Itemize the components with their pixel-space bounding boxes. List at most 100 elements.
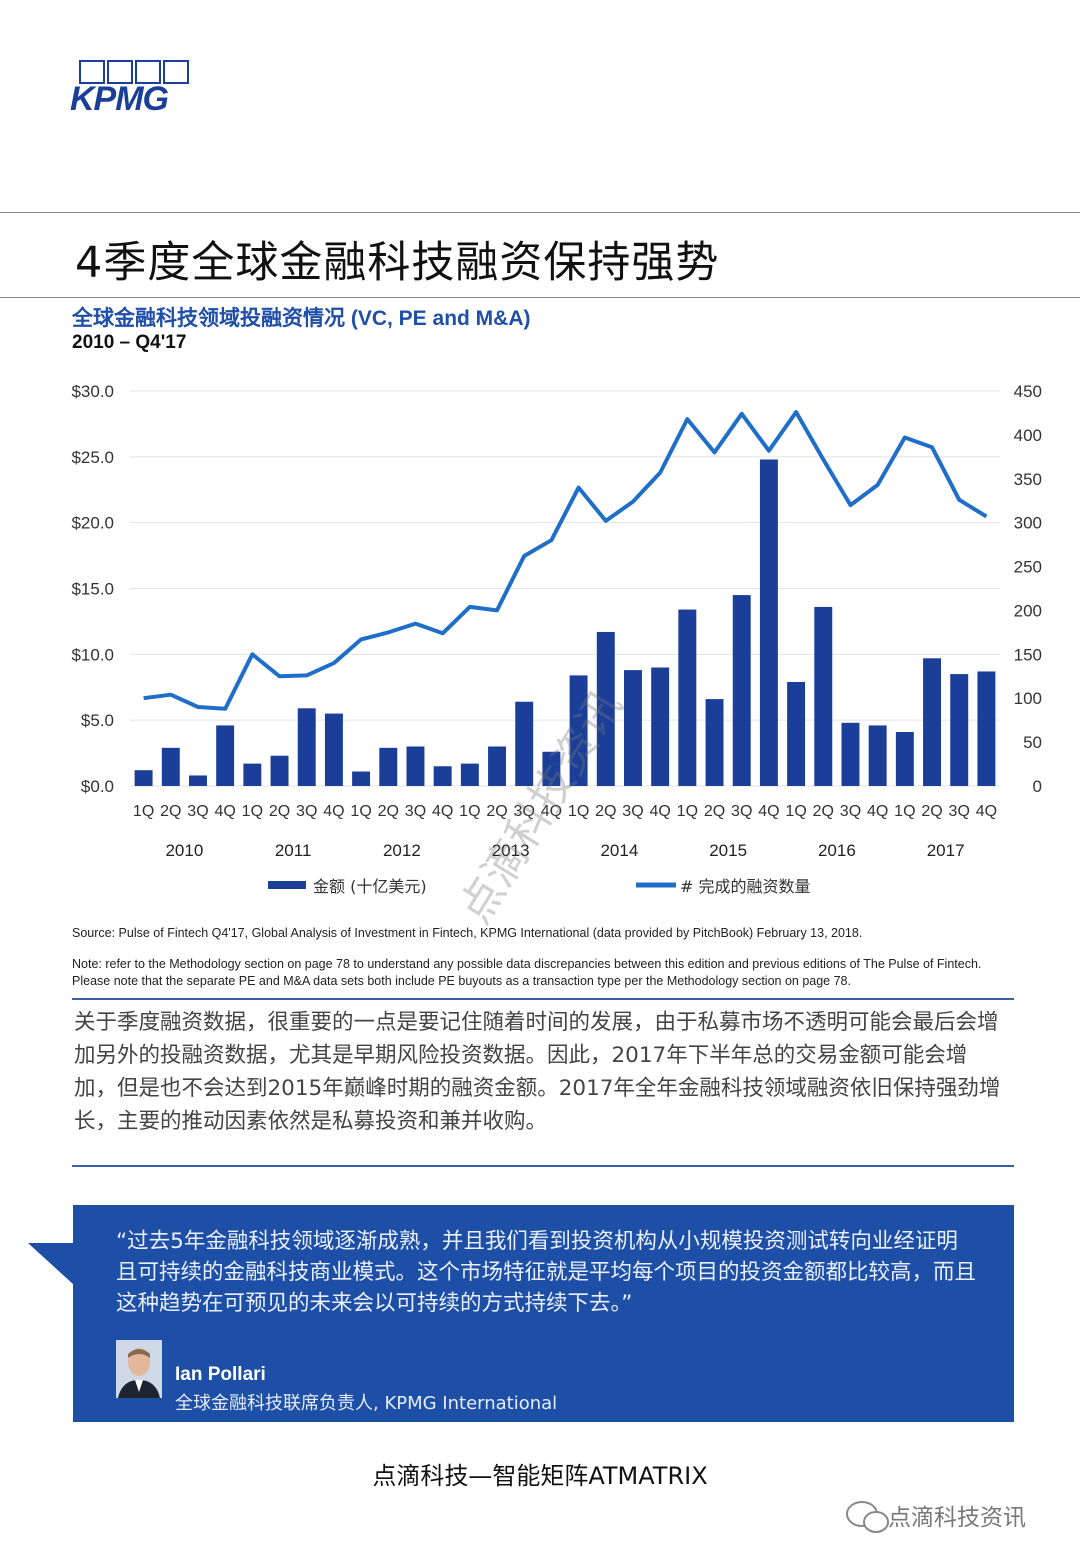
year-label: 2011 <box>275 841 312 860</box>
x-axis-tick: 4Q <box>976 803 997 820</box>
right-axis-tick: 450 <box>1014 382 1042 401</box>
legend-bar-label: 金额 (十亿美元) <box>313 877 427 896</box>
bar <box>569 675 588 786</box>
x-axis-tick: 2Q <box>704 803 725 820</box>
x-axis-tick: 2Q <box>813 803 834 820</box>
kpmg-logo-text: KPMG <box>70 80 169 118</box>
x-axis-tick: 3Q <box>840 803 861 820</box>
year-label: 2014 <box>600 841 638 860</box>
bar <box>787 681 806 786</box>
x-axis-tick: 1Q <box>677 803 698 820</box>
x-axis-tick: 1Q <box>894 803 915 820</box>
x-axis-tick: 2Q <box>486 803 507 820</box>
bar <box>161 747 180 786</box>
left-axis-tick: $0.0 <box>81 777 114 796</box>
fintech-investment-chart: $0.0 $5.0 $10.0 $15.0 $20.0 $25.0 $30.0 0 50 100 1… <box>71 382 1042 896</box>
bar <box>678 609 697 786</box>
author-name: Ian Pollari <box>175 1364 266 1385</box>
x-axis-tick: 3Q <box>514 803 535 820</box>
bar <box>759 459 778 786</box>
chart-title: 全球金融科技领域投融资情况 (VC, PE and M&A) <box>72 307 531 330</box>
x-axis-tick: 3Q <box>622 803 643 820</box>
right-axis-tick: 0 <box>1033 777 1042 796</box>
bar <box>950 674 969 786</box>
bar <box>923 658 942 786</box>
bar <box>488 746 507 786</box>
bar <box>243 763 262 786</box>
year-label: 2017 <box>927 841 965 860</box>
kpmg-logo-boxes <box>79 60 189 84</box>
right-axis-tick: 350 <box>1014 470 1042 489</box>
bar <box>352 771 371 786</box>
x-axis-tick: 4Q <box>432 803 453 820</box>
x-axis-tick: 4Q <box>649 803 670 820</box>
x-axis-tick: 2Q <box>160 803 181 820</box>
bar <box>651 667 670 786</box>
x-axis-tick: 4Q <box>541 803 562 820</box>
bar <box>977 671 996 786</box>
bar <box>732 595 751 786</box>
right-axis-tick: 300 <box>1014 514 1042 533</box>
left-axis-tick: $20.0 <box>71 514 114 533</box>
left-axis-tick: $10.0 <box>71 645 114 664</box>
x-axis-tick: 3Q <box>405 803 426 820</box>
bar <box>297 708 316 786</box>
body-top-rule <box>72 998 1014 1000</box>
x-axis-tick: 2Q <box>378 803 399 820</box>
x-axis-tick: 3Q <box>731 803 752 820</box>
right-axis-tick: 100 <box>1014 689 1042 708</box>
legend-line-label: # 完成的融资数量 <box>680 877 811 896</box>
bar <box>270 755 289 786</box>
deals-line <box>143 410 988 711</box>
bar <box>216 725 235 786</box>
kpmg-logo: KPMG <box>70 58 192 118</box>
x-axis-tick: 1Q <box>242 803 263 820</box>
x-axis-tick: 3Q <box>296 803 317 820</box>
bar <box>542 751 561 786</box>
x-axis-tick: 4Q <box>214 803 235 820</box>
right-axis-tick: 50 <box>1023 733 1042 752</box>
left-axis-tick: $30.0 <box>71 382 114 401</box>
bar <box>895 732 914 786</box>
year-label: 2015 <box>709 841 747 860</box>
bar <box>623 670 642 786</box>
x-axis-tick: 1Q <box>785 803 806 820</box>
x-axis-tick: 4Q <box>867 803 888 820</box>
bar <box>868 725 887 786</box>
bar <box>814 606 833 786</box>
quote-box <box>73 1205 1014 1422</box>
body-paragraph: 关于季度融资数据，很重要的一点是要记住随着时间的发展，由于私募市场不透明可能会最… <box>74 1010 1001 1134</box>
x-axis-tick: 2Q <box>269 803 290 820</box>
body-bottom-rule <box>72 1165 1014 1167</box>
x-axis-tick: 2Q <box>921 803 942 820</box>
footer-text: 点滴科技—智能矩阵ATMATRIX <box>372 1462 708 1490</box>
bar <box>596 631 615 786</box>
quote-text: “过去5年金融科技领域逐渐成熟，并且我们看到投资机构从小规模投资测试转向业经证明… <box>116 1229 977 1316</box>
year-label: 2010 <box>165 841 203 860</box>
x-axis-tick: 3Q <box>187 803 208 820</box>
right-axis-tick: 200 <box>1014 601 1042 620</box>
year-label: 2013 <box>492 841 530 860</box>
methodology-note: Note: refer to the Methodology section o… <box>72 957 982 988</box>
year-label: 2012 <box>383 841 421 860</box>
quote-tab <box>28 1243 74 1285</box>
right-axis-tick: 150 <box>1014 645 1042 664</box>
title-divider <box>0 297 1080 298</box>
right-axis-tick: 400 <box>1014 426 1042 445</box>
bar <box>379 747 398 786</box>
page-title: 4季度全球金融科技融资保持强势 <box>75 238 720 288</box>
bar <box>841 722 860 786</box>
author-role: 全球金融科技联席负责人, KPMG International <box>175 1393 558 1414</box>
x-axis-tick: 1Q <box>568 803 589 820</box>
year-label: 2016 <box>818 841 856 860</box>
legend-bar-swatch <box>268 881 306 889</box>
left-axis-tick: $25.0 <box>71 448 114 467</box>
chart-subtitle: 2010 – Q4'17 <box>72 332 187 353</box>
x-axis-tick: 2Q <box>595 803 616 820</box>
left-axis-tick: $5.0 <box>81 711 114 730</box>
source-note: Source: Pulse of Fintech Q4'17, Global A… <box>72 926 863 940</box>
wechat-icon <box>846 1501 889 1533</box>
bar <box>134 770 153 786</box>
bar <box>460 763 479 786</box>
left-axis-tick: $15.0 <box>71 580 114 599</box>
